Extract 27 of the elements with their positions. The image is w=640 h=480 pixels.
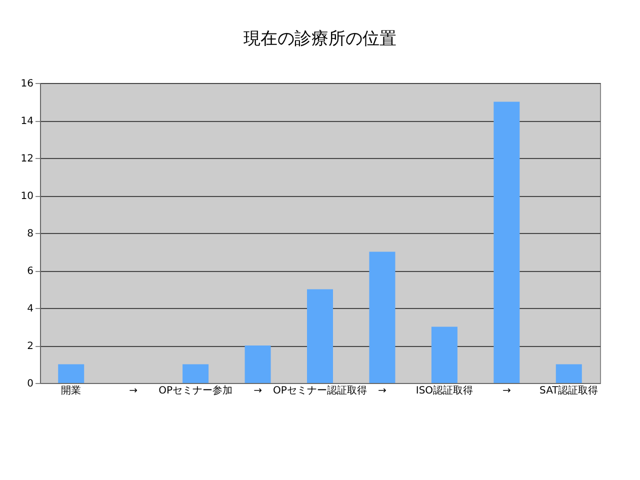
y-tick-label: 4 — [27, 304, 34, 314]
bar — [58, 364, 84, 383]
y-tick-label: 16 — [20, 78, 34, 90]
bar — [369, 252, 396, 383]
chart-title: 現在の診療所の位置 — [244, 29, 396, 49]
x-tick-label: 開業 — [61, 384, 82, 396]
bar — [307, 289, 333, 383]
bar — [244, 346, 271, 383]
y-tick-label: 12 — [20, 154, 34, 164]
x-tick-label: OPセミナー認証取得 — [273, 384, 367, 396]
x-tick-label: → — [254, 386, 262, 396]
y-tick-label: 0 — [27, 378, 34, 390]
y-tick-label: 14 — [20, 116, 34, 127]
bar — [556, 364, 582, 383]
y-tick-label: 2 — [27, 341, 34, 352]
x-tick-label: → — [378, 386, 386, 396]
y-tick-label: 8 — [27, 228, 34, 240]
bar — [494, 102, 520, 383]
x-tick-label: OPセミナー参加 — [158, 384, 233, 396]
bar — [431, 326, 458, 383]
x-tick-label: → — [502, 386, 511, 396]
x-tick-label: SAT認証取得 — [540, 384, 598, 396]
x-tick-label: ISO認証取得 — [416, 384, 474, 396]
bar — [182, 364, 209, 383]
y-tick-label: 10 — [20, 191, 34, 202]
y-tick-label: 6 — [27, 266, 34, 277]
x-tick-label: → — [129, 386, 138, 396]
